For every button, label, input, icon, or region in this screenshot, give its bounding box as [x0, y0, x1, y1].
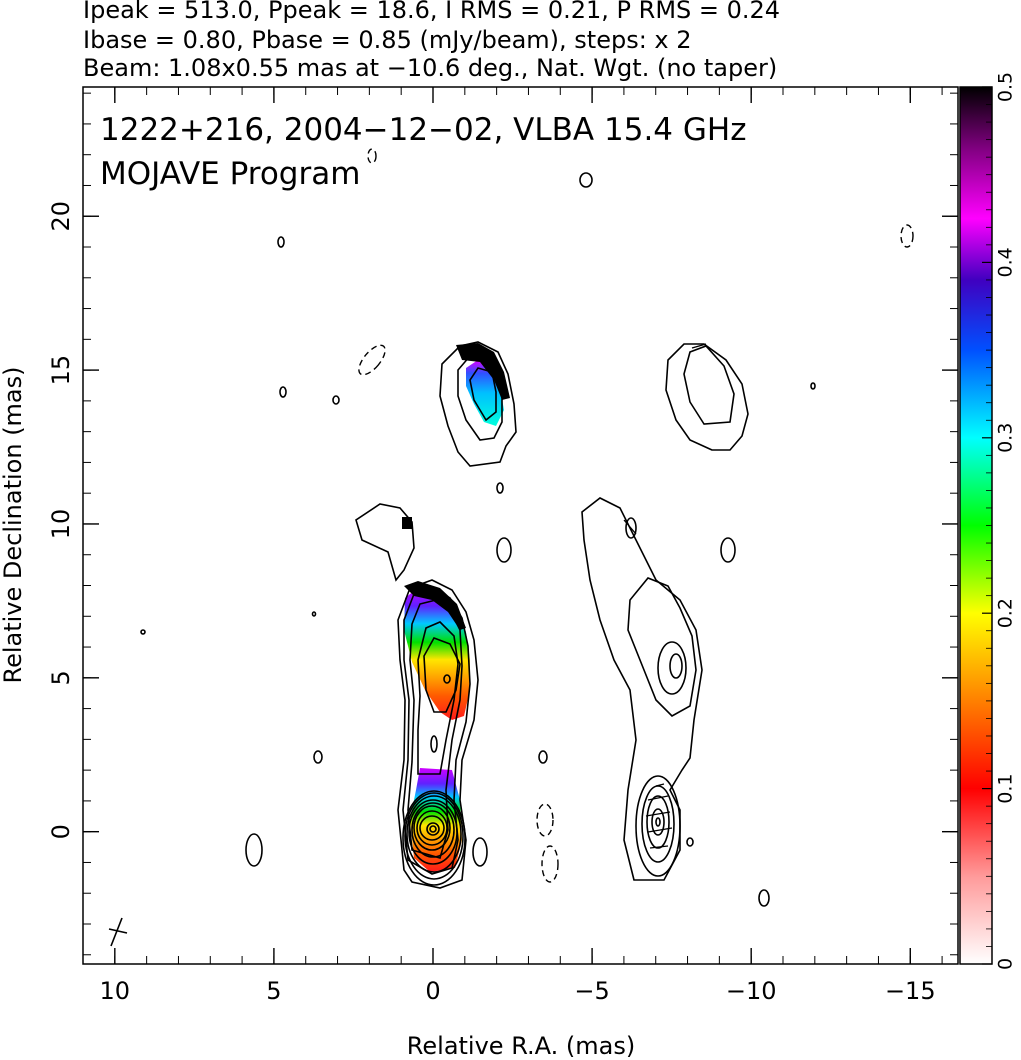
y-axis-ticks: 0 5 10 15 20: [47, 92, 958, 956]
pol-noise-contour: [686, 837, 694, 847]
pol-jet-contour: [669, 653, 683, 679]
x-axis-ticks: 10 5 0 −5 −10 −15: [82, 87, 943, 1005]
x-tick-label: 5: [266, 977, 281, 1005]
noise-contour: [720, 537, 736, 563]
colorbar-tick-label: 0.3: [995, 423, 1017, 453]
colorbar-ticks: 0 0.1 0.2 0.3 0.4 0.5: [982, 72, 1017, 970]
colorbar-tick-label: 0: [995, 958, 1017, 970]
core-contours: [402, 790, 466, 886]
noise-contour: [496, 537, 512, 563]
upper-knot-contour: [469, 367, 497, 422]
noise-contour: [332, 395, 340, 405]
x-tick-label: 0: [425, 977, 440, 1005]
noise-contour: [810, 382, 816, 390]
noise-contour: [311, 611, 317, 617]
colorbar: [959, 86, 993, 965]
pol-noise-contour: [625, 517, 637, 539]
noise-contour: [313, 750, 323, 764]
negative-contour: [358, 344, 386, 376]
y-tick-label: 0: [47, 824, 75, 839]
y-axis-label: Relative Declination (mas): [0, 366, 27, 683]
upper-knot-contour: [439, 341, 517, 467]
colorbar-tick-label: 0.4: [995, 247, 1017, 277]
fp-jet-edge: [404, 581, 466, 630]
jet-contour: [402, 587, 471, 875]
noise-contour: [472, 837, 488, 867]
beam-marker: [108, 917, 128, 947]
program-annotation: MOJAVE Program: [100, 156, 360, 192]
negative-contour: [900, 224, 914, 248]
x-tick-label: −10: [726, 977, 777, 1005]
evpa-vectors: [623, 343, 707, 849]
noise-contour: [496, 482, 504, 494]
x-axis-label: Relative R.A. (mas): [407, 1032, 635, 1060]
colorbar-tick-label: 0.1: [995, 773, 1017, 803]
source-annotation: 1222+216, 2004−12−02, VLBA 15.4 GHz: [100, 112, 746, 148]
jet-upper-contour: [355, 503, 415, 582]
intensity-contours: [140, 148, 914, 907]
jet-contour: [443, 674, 451, 684]
fp-pixel: [402, 517, 412, 529]
x-tick-label: 10: [100, 977, 131, 1005]
noise-contour: [245, 833, 263, 867]
noise-contour: [538, 750, 548, 764]
pol-core-contour: [635, 775, 681, 877]
pol-core-contour: [655, 817, 661, 827]
y-tick-label: 5: [47, 670, 75, 685]
upper-knot-contour: [457, 355, 503, 441]
pol-upper-contour: [683, 345, 735, 425]
plot-frame: [82, 86, 959, 965]
x-tick-label: −5: [574, 977, 609, 1005]
negative-contour: [367, 148, 377, 164]
jet-contour: [423, 637, 461, 713]
negative-contour: [536, 803, 554, 837]
pol-jet-contour: [627, 577, 697, 717]
colorbar-tick-label: 0.2: [995, 598, 1017, 628]
colorbar-tick-label: 0.5: [995, 72, 1017, 102]
x-tick-label: −15: [885, 977, 936, 1005]
polarization-image: [581, 343, 749, 881]
header-line-3: Beam: 1.08x0.55 mas at −10.6 deg., Nat. …: [83, 54, 777, 82]
pol-outer-contour: [581, 497, 703, 881]
header-line-2: Ibase = 0.80, Pbase = 0.85 (mJy/beam), s…: [83, 26, 692, 54]
jet-contour: [430, 735, 438, 753]
jet-contour: [397, 579, 479, 889]
noise-contour: [140, 629, 146, 635]
y-tick-label: 15: [47, 355, 75, 386]
y-tick-label: 10: [47, 509, 75, 540]
noise-contour: [579, 172, 593, 188]
header-line-1: Ipeak = 513.0, Ppeak = 18.6, I RMS = 0.2…: [83, 0, 780, 24]
noise-contour: [758, 889, 770, 907]
noise-contour: [277, 236, 285, 248]
noise-contour: [279, 386, 287, 398]
jet-contour: [417, 621, 459, 775]
pol-jet-contour: [657, 641, 687, 695]
jet-contour: [407, 599, 463, 859]
negative-contour: [541, 845, 559, 883]
pol-core-contour: [651, 808, 665, 836]
y-tick-label: 20: [47, 201, 75, 232]
pol-upper-contour: [665, 343, 749, 451]
pol-core-contour: [646, 795, 670, 849]
